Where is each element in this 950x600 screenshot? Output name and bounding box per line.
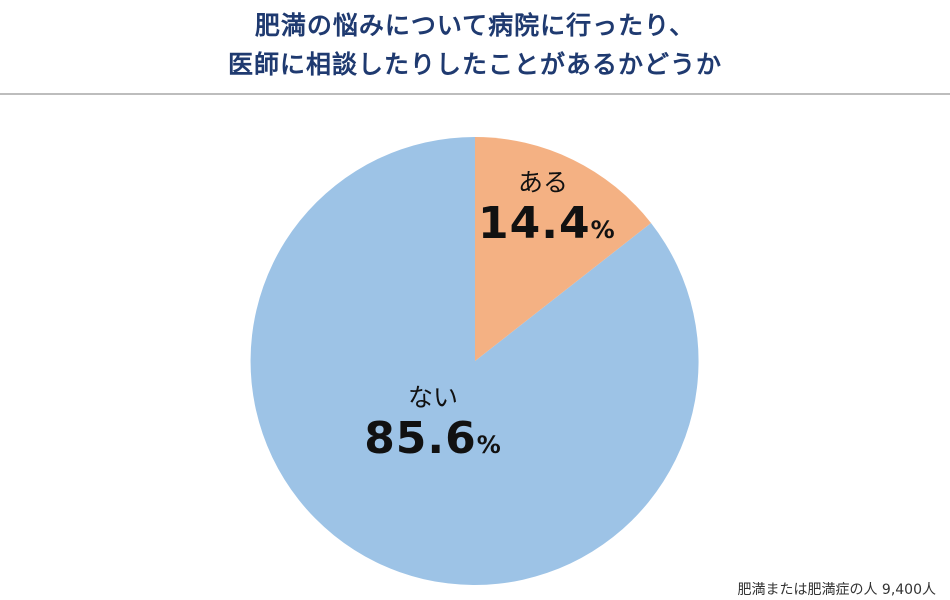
slice-label-aru-name: ある [517,168,568,197]
slice-label-aru-value: 14.4% [478,198,616,249]
slice-label-nai-value: 85.6% [364,413,502,464]
chart-title-line-1: 肥満の悩みについて病院に行ったり、 [254,11,696,40]
chart-title-line-2: 医師に相談したりしたことがあるかどうか [227,50,722,79]
slice-label-aru: ある 14.4% [478,168,616,256]
pie-slice-nai [250,136,699,585]
pie-slice-aru [475,137,651,361]
slice-label-nai-name: ない [407,383,458,412]
slice-label-nai: ない 85.6% [358,383,508,471]
chart-title: 肥満の悩みについて病院に行ったり、 医師に相談したりしたことがあるかどうか [0,6,950,84]
title-divider [0,93,950,95]
sample-size-note: 肥満または肥満症の人 9,400人 [737,582,936,598]
